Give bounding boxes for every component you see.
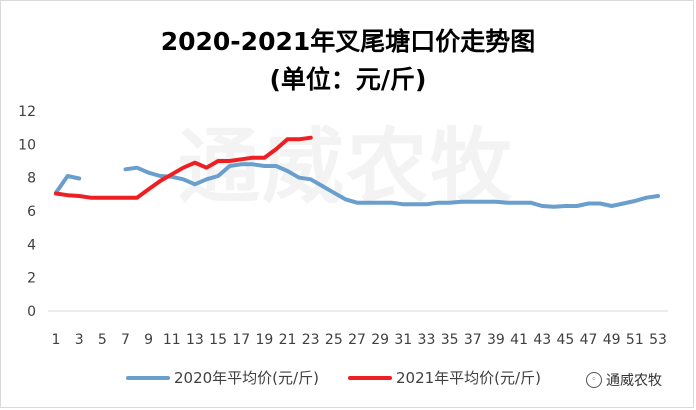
x-tick-label: 31 bbox=[394, 332, 412, 348]
x-tick-label: 15 bbox=[209, 332, 227, 348]
x-tick-label: 9 bbox=[144, 332, 153, 348]
x-tick-label: 41 bbox=[510, 332, 528, 348]
x-tick-label: 39 bbox=[487, 332, 505, 348]
legend-label-1: 2020年平均价(元/斤) bbox=[174, 369, 319, 387]
legend-label-2: 2021年平均价(元/斤) bbox=[396, 369, 541, 387]
x-tick-label: 27 bbox=[348, 332, 366, 348]
y-tick-label: 2 bbox=[27, 271, 36, 287]
x-tick-label: 29 bbox=[371, 332, 389, 348]
x-tick-label: 53 bbox=[649, 332, 667, 348]
wechat-icon: ◦ bbox=[586, 372, 602, 388]
x-tick-label: 11 bbox=[163, 332, 181, 348]
source-tag: ◦ 通威农牧 bbox=[586, 370, 662, 390]
x-tick-label: 5 bbox=[98, 332, 107, 348]
series-line-1 bbox=[54, 174, 82, 195]
x-tick-label: 25 bbox=[325, 332, 343, 348]
y-tick-label: 12 bbox=[18, 104, 36, 120]
x-tick-label: 1 bbox=[52, 332, 61, 348]
series-line-1 bbox=[123, 162, 660, 209]
x-tick-label: 3 bbox=[75, 332, 84, 348]
x-tick-label: 17 bbox=[232, 332, 250, 348]
x-tick-label: 37 bbox=[464, 332, 482, 348]
chart-subtitle: (单位：元/斤) bbox=[269, 65, 427, 94]
y-tick-label: 6 bbox=[27, 204, 36, 220]
source-label: 通威农牧 bbox=[606, 373, 662, 389]
x-tick-label: 21 bbox=[279, 332, 297, 348]
x-tick-label: 33 bbox=[418, 332, 436, 348]
x-tick-label: 7 bbox=[121, 332, 130, 348]
x-tick-label: 45 bbox=[556, 332, 574, 348]
series-line-2 bbox=[54, 135, 313, 200]
x-tick-label: 47 bbox=[580, 332, 598, 348]
x-tick-label: 51 bbox=[626, 332, 644, 348]
y-tick-label: 0 bbox=[27, 304, 36, 320]
chart-title: 2020-2021年叉尾塘口价走势图 bbox=[160, 27, 536, 56]
x-tick-label: 43 bbox=[533, 332, 551, 348]
x-tick-label: 35 bbox=[441, 332, 459, 348]
x-tick-label: 23 bbox=[302, 332, 320, 348]
x-tick-label: 49 bbox=[603, 332, 621, 348]
x-tick-label: 19 bbox=[255, 332, 273, 348]
x-tick-label: 13 bbox=[186, 332, 204, 348]
y-tick-label: 8 bbox=[27, 171, 36, 187]
y-tick-label: 4 bbox=[27, 237, 36, 253]
y-tick-label: 10 bbox=[18, 137, 36, 153]
